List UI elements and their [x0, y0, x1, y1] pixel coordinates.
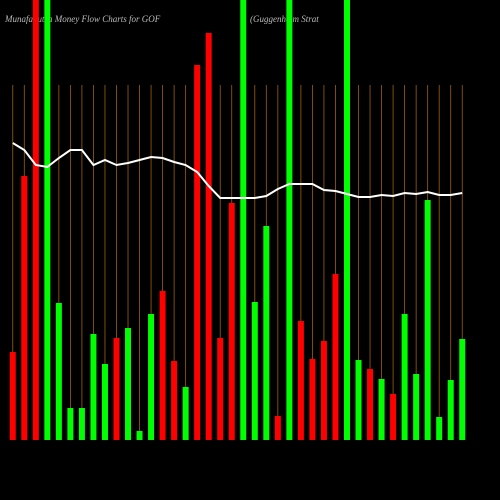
bar: [436, 417, 443, 440]
bar: [459, 339, 466, 440]
bar: [447, 380, 454, 440]
bar: [78, 408, 85, 440]
bar: [355, 360, 362, 440]
bar: [424, 200, 431, 440]
bar: [136, 431, 143, 440]
bar: [125, 328, 132, 440]
bar: [251, 302, 258, 440]
bar: [263, 226, 270, 440]
bar: [390, 394, 397, 440]
bar: [205, 33, 212, 440]
bar: [332, 274, 339, 440]
bar: [320, 341, 327, 440]
bar: [217, 338, 224, 440]
money-flow-line: [12, 142, 463, 199]
bar: [90, 334, 97, 440]
bar: [182, 387, 189, 440]
bar: [148, 314, 155, 440]
bar: [32, 0, 39, 440]
bar: [286, 0, 293, 440]
bar: [159, 291, 166, 440]
bar: [113, 338, 120, 440]
bar: [9, 352, 16, 440]
bar: [55, 303, 62, 440]
bar: [21, 176, 28, 440]
bar: [67, 408, 74, 440]
bar: [44, 0, 51, 440]
bar: [309, 359, 316, 440]
bar: [297, 321, 304, 440]
bar: [240, 0, 247, 440]
bar: [378, 379, 385, 440]
chart-subtitle: (Guggenheim Strat: [250, 14, 319, 24]
bar: [228, 203, 235, 440]
bar: [413, 374, 420, 440]
bar: [194, 65, 201, 440]
bar: [274, 416, 281, 440]
bar: [171, 361, 178, 440]
bar: [401, 314, 408, 440]
chart-title: MunafaSutra Money Flow Charts for GOF: [4, 14, 161, 24]
bar: [367, 369, 374, 440]
bar: [343, 0, 350, 440]
bar: [101, 364, 108, 440]
